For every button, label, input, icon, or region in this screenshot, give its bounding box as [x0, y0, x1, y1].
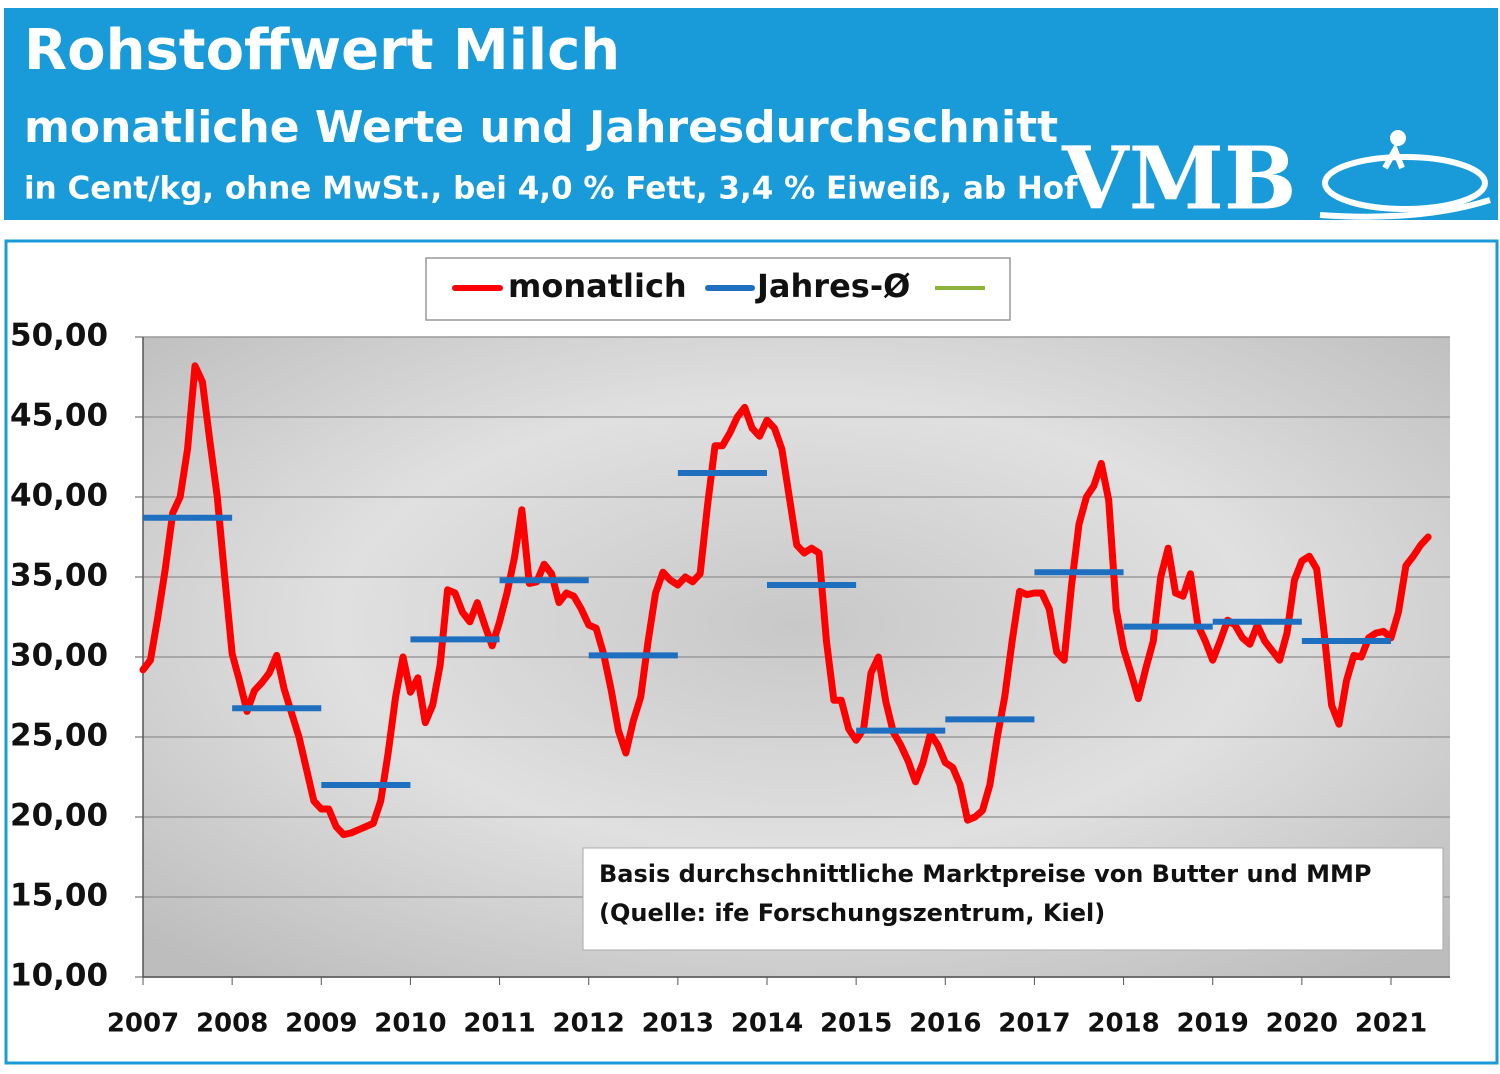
- y-tick-label: 15,00: [10, 878, 108, 914]
- x-tick-label: 2016: [909, 1009, 981, 1039]
- unit-note: in Cent/kg, ohne MwSt., bei 4,0 % Fett, …: [24, 171, 1078, 207]
- header-band: [4, 8, 1498, 220]
- legend-label: monatlich: [508, 267, 687, 305]
- x-tick-label: 2018: [1087, 1009, 1159, 1039]
- y-tick-label: 20,00: [10, 798, 108, 834]
- x-tick-label: 2020: [1266, 1009, 1338, 1039]
- x-tick-label: 2015: [820, 1009, 892, 1039]
- y-tick-label: 35,00: [10, 558, 108, 594]
- subtitle: monatliche Werte und Jahresdurchschnitt: [24, 102, 1058, 153]
- x-tick-label: 2014: [731, 1009, 803, 1039]
- x-tick-label: 2011: [463, 1009, 535, 1039]
- title: Rohstoffwert Milch: [24, 18, 620, 83]
- y-tick-label: 50,00: [10, 318, 108, 354]
- x-tick-label: 2010: [374, 1009, 446, 1039]
- x-tick-label: 2009: [285, 1009, 357, 1039]
- y-tick-label: 25,00: [10, 718, 108, 754]
- monthly-line: [139, 362, 1432, 839]
- legend-label: Jahres-Ø: [755, 267, 910, 305]
- y-tick-label: 40,00: [10, 478, 108, 514]
- logo-mark: [1319, 130, 1491, 220]
- annotation-box: [582, 847, 1444, 951]
- x-tick-label: 2012: [553, 1009, 625, 1039]
- x-tick-label: 2013: [642, 1009, 714, 1039]
- annotation: (Quelle: ife Forschungszentrum, Kiel): [599, 899, 1105, 927]
- x-tick-label: 2007: [107, 1009, 179, 1039]
- annotation: Basis durchschnittliche Marktpreise von …: [599, 860, 1372, 888]
- y-tick-label: 30,00: [10, 638, 108, 674]
- y-tick-label: 10,00: [10, 958, 108, 994]
- logo-text: VMB: [1061, 129, 1297, 230]
- x-tick-label: 2021: [1355, 1009, 1427, 1039]
- x-tick-label: 2019: [1177, 1009, 1249, 1039]
- x-tick-label: 2017: [998, 1009, 1070, 1039]
- y-tick-label: 45,00: [10, 398, 108, 434]
- x-tick-label: 2008: [196, 1009, 268, 1039]
